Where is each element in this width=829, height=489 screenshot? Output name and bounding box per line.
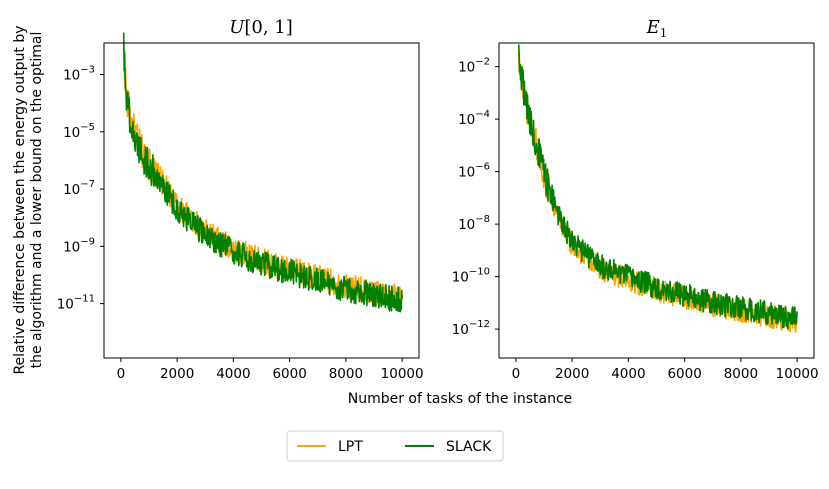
y-tick-label: 10−9 xyxy=(63,236,95,255)
panel-title-rest: [0, 1] xyxy=(244,17,292,38)
x-tick-label: 4000 xyxy=(611,366,645,382)
x-tick-label: 0 xyxy=(117,366,126,382)
xticks-exponential: 0 2000 4000 6000 8000 10000 xyxy=(512,358,819,382)
x-tick-label: 2000 xyxy=(555,366,589,382)
x-axis-label: Number of tasks of the instance xyxy=(348,391,573,407)
yticks-uniform: 10−11 10−9 10−7 10−5 10−3 xyxy=(57,65,104,313)
y-tick-label: 10−10 xyxy=(452,267,490,286)
panel-title-subscript: 1 xyxy=(660,26,668,40)
y-axis-label-line1: Relative difference between the energy o… xyxy=(12,25,28,374)
axes-frame-uniform xyxy=(103,42,420,359)
x-tick-label: 6000 xyxy=(272,366,306,382)
yticks-exponential: 10−12 10−10 10−8 10−6 10−4 10−2 xyxy=(452,57,499,338)
x-tick-label: 6000 xyxy=(667,366,701,382)
x-tick-label: 10000 xyxy=(776,366,819,382)
y-tick-label: 10−6 xyxy=(458,162,490,181)
y-tick-label: 10−5 xyxy=(63,122,95,141)
series-line-slack xyxy=(122,32,403,313)
y-tick-label: 10−12 xyxy=(452,319,490,338)
y-tick-label: 10−3 xyxy=(63,65,95,84)
x-tick-label: 0 xyxy=(512,366,521,382)
series-line-slack xyxy=(517,44,798,330)
y-axis-label-line2: the algorithm and a lower bound on the o… xyxy=(29,32,45,369)
xticks-uniform: 0 2000 4000 6000 8000 10000 xyxy=(117,358,424,382)
y-tick-label: 10−8 xyxy=(458,214,490,233)
panel-exponential: E1 0 2000 4000 6000 8000 10000 10−12 10−10 10−8… xyxy=(452,17,819,382)
panel-title-script: U xyxy=(229,17,245,38)
axes-frame-exponential xyxy=(498,42,815,359)
y-tick-label: 10−2 xyxy=(458,57,490,76)
y-tick-label: 10−11 xyxy=(57,294,95,313)
x-tick-label: 8000 xyxy=(724,366,758,382)
panel-title-uniform: U[0, 1] xyxy=(229,17,293,38)
legend-label-lpt: LPT xyxy=(338,439,363,455)
legend: LPT SLACK xyxy=(286,430,504,462)
plot-area-uniform xyxy=(122,32,403,313)
legend-label-slack: SLACK xyxy=(446,439,492,455)
panel-uniform: U[0, 1] 0 2000 4000 6000 8000 10000 10−11 10−9… xyxy=(57,17,424,382)
panel-title-exponential: E1 xyxy=(646,17,668,40)
x-tick-label: 10000 xyxy=(381,366,424,382)
panel-title-script: E xyxy=(646,17,660,38)
plot-area-exponential xyxy=(517,44,798,333)
x-tick-label: 8000 xyxy=(329,366,363,382)
legend-box xyxy=(286,430,504,462)
x-tick-label: 4000 xyxy=(216,366,250,382)
x-tick-label: 2000 xyxy=(160,366,194,382)
y-tick-label: 10−4 xyxy=(458,109,490,128)
y-tick-label: 10−7 xyxy=(63,179,95,198)
series-line-lpt xyxy=(122,40,403,308)
